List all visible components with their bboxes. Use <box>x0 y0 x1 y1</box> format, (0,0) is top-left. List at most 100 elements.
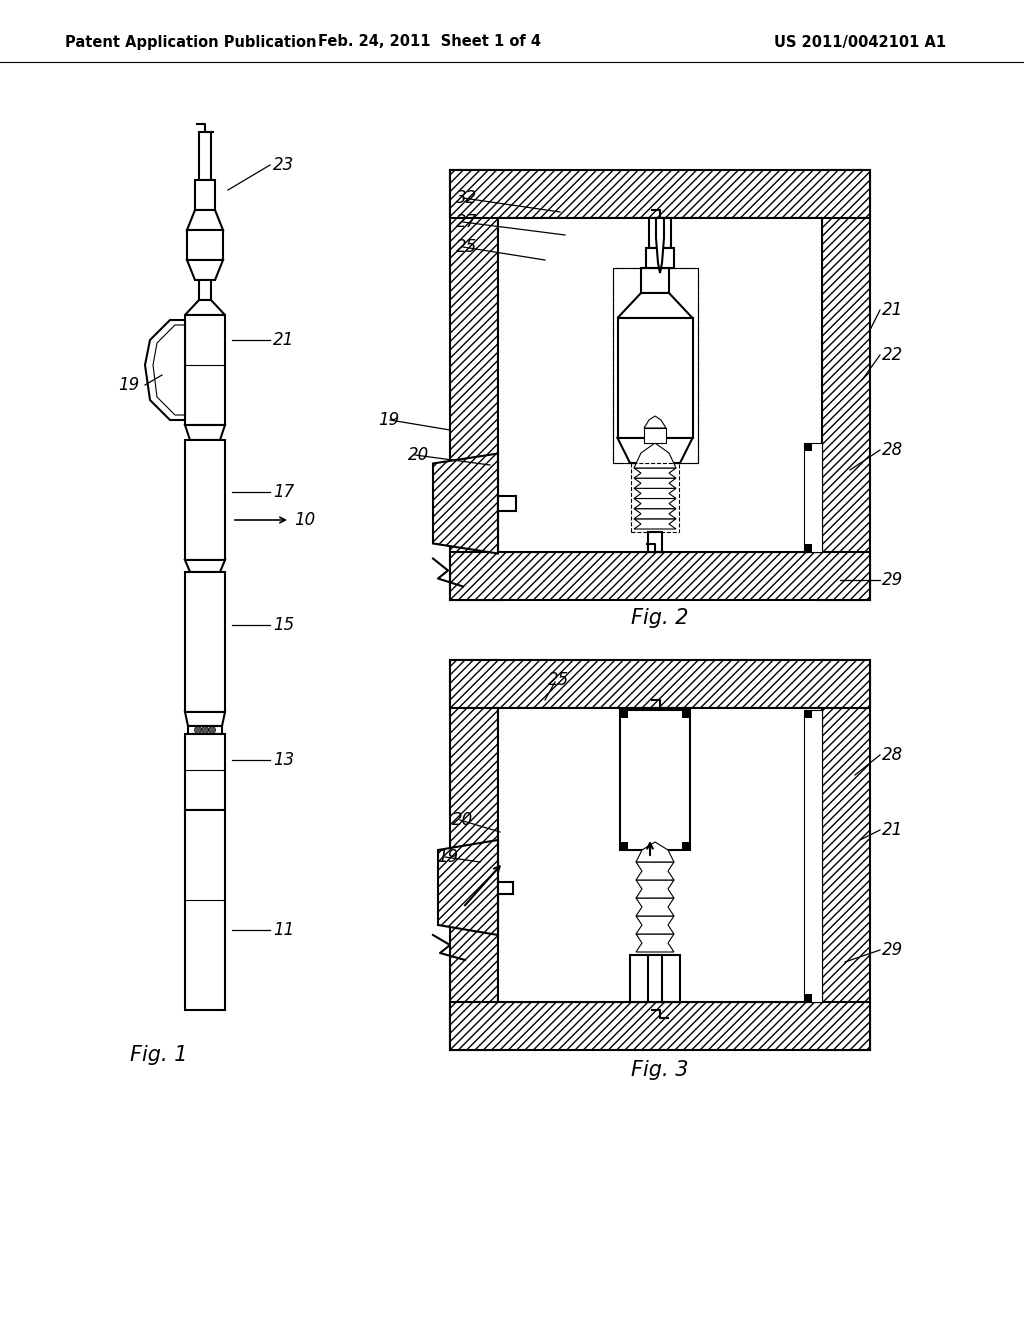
Bar <box>199 132 211 180</box>
Polygon shape <box>433 454 498 553</box>
Polygon shape <box>636 898 674 916</box>
Bar <box>185 315 225 425</box>
Bar <box>649 218 671 248</box>
Text: 10: 10 <box>294 511 315 529</box>
Text: 17: 17 <box>273 483 294 502</box>
Bar <box>620 710 690 850</box>
Bar <box>648 954 662 1002</box>
Circle shape <box>202 726 209 734</box>
Bar <box>644 428 666 444</box>
Polygon shape <box>634 519 676 529</box>
Bar <box>646 248 674 268</box>
Circle shape <box>195 726 202 734</box>
Circle shape <box>209 726 215 734</box>
Text: 20: 20 <box>452 810 473 829</box>
Bar <box>682 710 690 718</box>
Polygon shape <box>617 293 692 318</box>
Polygon shape <box>634 488 676 499</box>
Text: Fig. 2: Fig. 2 <box>631 609 689 628</box>
Text: 19: 19 <box>378 411 399 429</box>
Bar <box>450 660 498 1049</box>
Bar <box>617 318 692 438</box>
Bar <box>185 440 225 560</box>
Bar <box>612 268 697 463</box>
Text: 32: 32 <box>456 189 477 207</box>
Polygon shape <box>634 499 676 508</box>
Text: 28: 28 <box>882 441 903 459</box>
Polygon shape <box>636 916 674 935</box>
Bar <box>450 170 498 601</box>
Polygon shape <box>634 469 676 478</box>
Text: 25: 25 <box>456 238 477 256</box>
Polygon shape <box>656 218 664 273</box>
Bar <box>450 660 870 708</box>
Bar <box>620 842 628 850</box>
Bar <box>185 810 225 1010</box>
Bar <box>804 994 812 1002</box>
Bar <box>641 268 669 293</box>
Polygon shape <box>185 425 225 440</box>
Polygon shape <box>634 508 676 519</box>
Text: 15: 15 <box>273 616 294 634</box>
Bar <box>450 1002 870 1049</box>
Bar <box>185 572 225 711</box>
Bar <box>630 954 680 1002</box>
Bar <box>648 532 662 552</box>
Polygon shape <box>185 300 225 315</box>
Text: US 2011/0042101 A1: US 2011/0042101 A1 <box>774 34 946 49</box>
Text: 22: 22 <box>882 346 903 364</box>
Bar <box>822 170 870 601</box>
Text: 23: 23 <box>273 156 294 174</box>
Text: 20: 20 <box>408 446 429 465</box>
Text: 21: 21 <box>882 301 903 319</box>
Bar <box>498 496 516 511</box>
Bar <box>185 734 225 810</box>
Text: Fig. 1: Fig. 1 <box>130 1045 187 1065</box>
Polygon shape <box>438 840 498 935</box>
Bar <box>187 230 223 260</box>
Bar <box>450 552 870 601</box>
Bar <box>498 882 513 894</box>
Text: 13: 13 <box>273 751 294 770</box>
Polygon shape <box>187 210 223 230</box>
Bar <box>804 444 812 451</box>
Text: 28: 28 <box>882 746 903 764</box>
Polygon shape <box>185 560 225 572</box>
Polygon shape <box>644 416 666 428</box>
Polygon shape <box>636 842 674 862</box>
Bar <box>620 710 628 718</box>
Polygon shape <box>636 935 674 952</box>
Polygon shape <box>145 319 185 420</box>
Bar <box>822 660 870 1049</box>
Polygon shape <box>634 478 676 488</box>
Text: 29: 29 <box>882 572 903 589</box>
Bar <box>195 180 215 210</box>
Bar <box>498 218 822 552</box>
Text: 21: 21 <box>273 331 294 348</box>
Bar <box>498 708 822 1002</box>
Text: 19: 19 <box>118 376 139 393</box>
Bar <box>804 710 812 718</box>
Bar <box>631 463 679 532</box>
Text: Fig. 3: Fig. 3 <box>631 1060 689 1080</box>
Bar <box>682 842 690 850</box>
Bar <box>188 726 222 734</box>
Text: 27: 27 <box>456 213 477 231</box>
Text: 21: 21 <box>882 821 903 840</box>
Text: 29: 29 <box>882 941 903 960</box>
Bar <box>804 710 822 1002</box>
Polygon shape <box>636 880 674 898</box>
Text: Feb. 24, 2011  Sheet 1 of 4: Feb. 24, 2011 Sheet 1 of 4 <box>318 34 542 49</box>
Text: Patent Application Publication: Patent Application Publication <box>65 34 316 49</box>
Bar <box>804 444 822 552</box>
Polygon shape <box>636 862 674 880</box>
Bar <box>199 280 211 300</box>
Polygon shape <box>634 444 676 469</box>
Text: 11: 11 <box>273 921 294 939</box>
Polygon shape <box>185 711 225 726</box>
Polygon shape <box>187 260 223 280</box>
Polygon shape <box>617 438 692 463</box>
Text: 19: 19 <box>437 847 459 866</box>
Bar <box>612 268 697 463</box>
Bar <box>450 170 870 218</box>
